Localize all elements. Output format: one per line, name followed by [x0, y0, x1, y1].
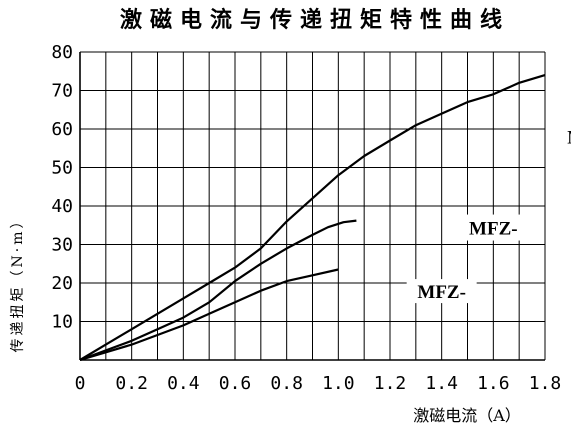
series-label: MFZ-	[567, 128, 571, 149]
y-axis-label: 传递扭矩（N·m）	[10, 212, 26, 353]
y-tick-label: 30	[51, 235, 73, 256]
x-axis-label: 激磁电流（A）	[413, 406, 521, 425]
series-label: MFZ-	[417, 282, 466, 303]
x-tick-label: 0.6	[219, 373, 252, 394]
y-tick-label: 80	[51, 42, 73, 63]
series-label: MFZ-	[469, 219, 518, 240]
x-tick-label: 1.2	[374, 373, 407, 394]
x-tick-label: 0.8	[270, 373, 303, 394]
chart-title: 激磁电流与传递扭矩特性曲线	[120, 7, 510, 33]
x-tick-label: 0.4	[167, 373, 200, 394]
y-tick-label: 10	[51, 312, 73, 333]
x-tick-label: 0.2	[115, 373, 148, 394]
series-line	[79, 268, 339, 362]
series-labels: MFZ- MFZ- MFZ-	[406, 122, 571, 304]
y-tick-label: 60	[51, 119, 73, 140]
y-tick-label: 40	[51, 196, 73, 217]
x-tick-label: 1.6	[477, 373, 510, 394]
x-tick-label: 1.8	[529, 373, 562, 394]
x-tick-label: 0	[75, 373, 86, 394]
x-tick-label: 1.0	[322, 373, 355, 394]
axis-ticks: 0 0.2 0.4 0.6 0.8 1.0 1.2 1.4 1.6 1.8 10 20 30 40 50 60…	[51, 42, 561, 394]
series-label-background	[406, 279, 477, 304]
y-tick-label: 50	[51, 158, 73, 179]
series-label-background	[555, 122, 571, 151]
y-tick-label: 70	[51, 81, 73, 102]
series-group	[79, 74, 546, 362]
grid	[79, 51, 546, 361]
series-label-background	[459, 214, 528, 241]
y-tick-label: 20	[51, 273, 73, 294]
series-line	[79, 74, 546, 361]
x-tick-label: 1.4	[425, 373, 458, 394]
series-line	[79, 219, 357, 362]
